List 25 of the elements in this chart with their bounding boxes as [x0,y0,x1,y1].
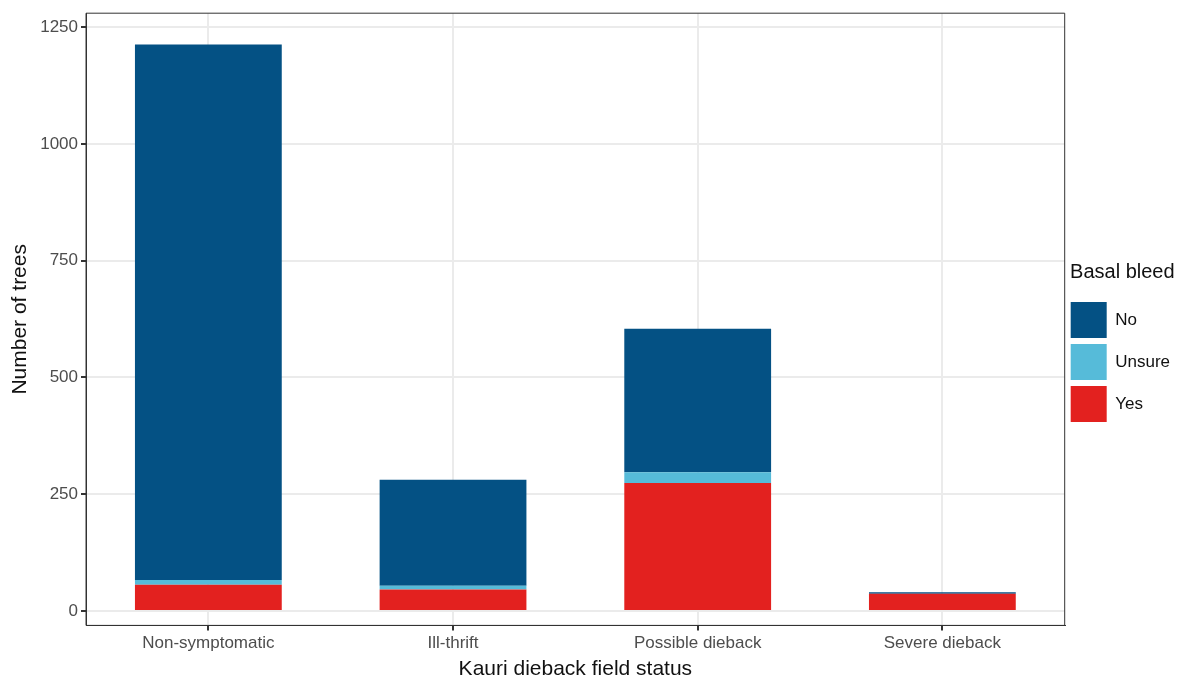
x-tick-label: Non-symptomatic [142,633,275,653]
bar [868,593,1016,610]
bar [624,472,772,483]
x-tick-label: Severe dieback [883,633,1002,653]
y-tick-label: 1250 [40,16,79,36]
y-tick-label: 0 [68,600,79,620]
bar [134,584,282,610]
bar [379,479,527,586]
legend-label: Unsure [1115,351,1171,371]
bar [379,589,527,610]
y-tick-label: 250 [49,483,79,503]
legend-label: Yes [1115,393,1143,413]
bar [624,482,772,610]
x-tick-label: Possible dieback [633,633,762,653]
bar [134,44,282,581]
bar [624,328,772,473]
y-tick-label: 750 [49,250,79,270]
y-tick-label: 500 [49,367,79,387]
legend-title: Basal bleed [1070,259,1175,282]
bar [134,580,282,585]
y-axis-title: Number of trees [7,244,31,395]
y-tick-label: 1000 [40,133,79,153]
x-tick-label: Ill-thrift [427,633,479,653]
legend-label: No [1115,309,1137,329]
x-axis-title: Kauri dieback field status [458,656,693,680]
